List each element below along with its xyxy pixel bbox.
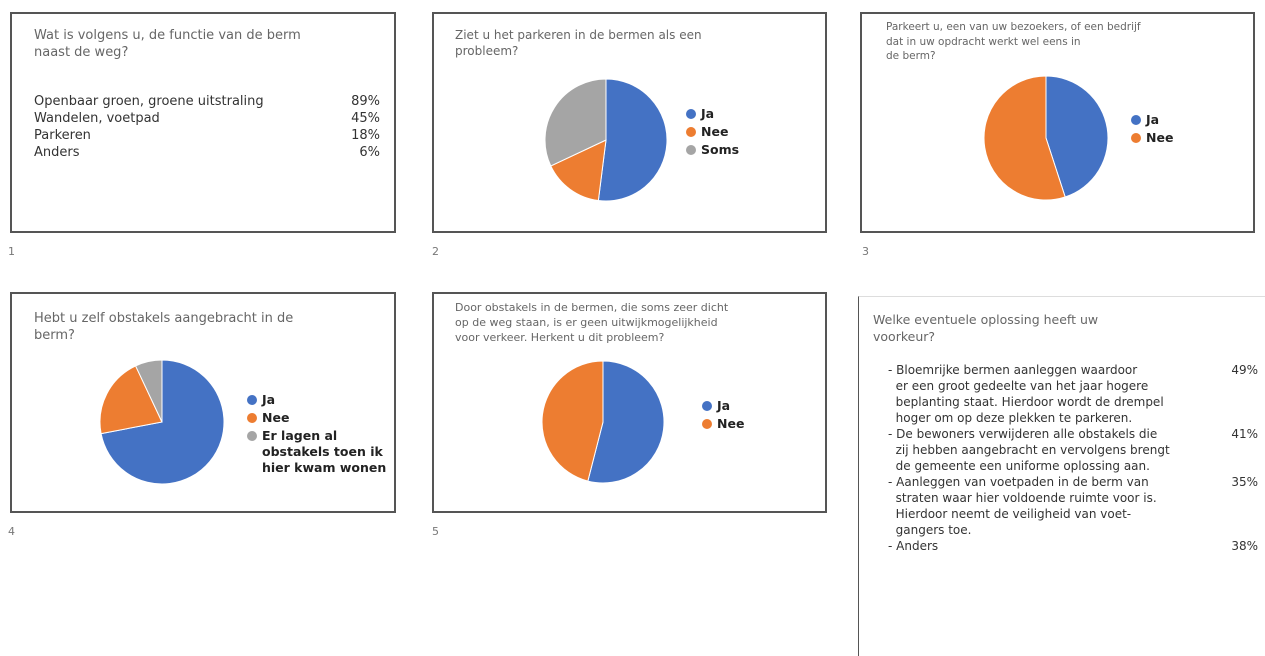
answer-value: 35%	[1231, 475, 1258, 489]
answer-value: 89%	[351, 94, 380, 109]
question: berm?	[34, 328, 75, 343]
question: op de weg staan, is er geen uitwijkmogel…	[455, 316, 718, 329]
legend-label: Ja	[1146, 112, 1160, 127]
answer-value: 41%	[1231, 427, 1258, 441]
question: Ziet u het parkeren in de bermen als een	[455, 28, 702, 42]
slide-number: 2	[432, 245, 439, 258]
question: Parkeert u, een van uw bezoekers, of een…	[886, 21, 1141, 33]
answer-label: Wandelen, voetpad	[34, 111, 160, 126]
slide-number: 5	[432, 525, 439, 538]
answer-text: beplanting staat. Hierdoor wordt de drem…	[888, 395, 1164, 409]
question: Hebt u zelf obstakels aangebracht in de	[34, 311, 294, 326]
legend-label: Ja	[262, 392, 276, 407]
answer-text: Hierdoor neemt de veiligheid van voet-	[888, 507, 1132, 521]
question: Door obstakels in de bermen, die soms ze…	[455, 301, 729, 314]
answer-text: er een groot gedeelte van het jaar hoger…	[888, 379, 1149, 393]
answer-value: 6%	[359, 145, 380, 160]
answer-label: Parkeren	[34, 128, 91, 143]
answer-text: straten waar hier voldoende ruimte voor …	[888, 491, 1157, 505]
legend-label: Soms	[701, 142, 740, 157]
answer-text: - Bloemrijke bermen aanleggen waardoor	[888, 363, 1138, 377]
page: 1 Wat is volgens u, de functie van de ber…	[8, 12, 1265, 656]
legend-swatch	[1131, 133, 1141, 143]
legend-swatch	[702, 419, 712, 429]
legend-swatch	[1131, 115, 1141, 125]
legend-label: Ja	[717, 398, 731, 413]
legend-label: Nee	[262, 410, 290, 425]
answer-value: 49%	[1231, 363, 1258, 377]
slide-thumbnail	[858, 296, 1265, 656]
legend-swatch	[686, 109, 696, 119]
slide-thumbnail	[10, 12, 396, 233]
slide-number: 4	[8, 525, 15, 538]
question: Wat is volgens u, de functie van de berm	[34, 28, 301, 43]
legend-swatch	[686, 127, 696, 137]
legend-label: Nee	[1146, 130, 1174, 145]
question: Welke eventuele oplossing heeft uw	[873, 312, 1099, 327]
answer-text: - De bewoners verwijderen alle obstakels…	[888, 427, 1158, 441]
legend-label: Ja	[701, 106, 715, 121]
answer-text: zij hebben aangebracht en vervolgens bre…	[888, 443, 1170, 457]
answer-text: gangers toe.	[888, 523, 972, 537]
answer-text: de gemeente een uniforme oplossing aan.	[888, 459, 1150, 473]
answer-value: 45%	[351, 111, 380, 126]
legend-swatch	[247, 413, 257, 423]
slide-number: 1	[8, 245, 15, 258]
legend-swatch	[686, 145, 696, 155]
question: probleem?	[455, 44, 519, 58]
question: naast de weg?	[34, 45, 129, 60]
legend-swatch	[247, 431, 257, 441]
answer-label: Openbaar groen, groene uitstraling	[34, 94, 264, 109]
answer-text: hoger om op deze plekken te parkeren.	[888, 411, 1133, 425]
legend-label: Nee	[701, 124, 729, 139]
answer-label: Anders	[34, 145, 80, 160]
legend-swatch	[247, 395, 257, 405]
answer-text: - Anders	[888, 539, 939, 553]
answer-value: 18%	[351, 128, 380, 143]
question: dat in uw opdracht werkt wel eens in	[886, 35, 1081, 48]
answer-value: 38%	[1231, 539, 1258, 553]
answer-text: - Aanleggen van voetpaden in de berm van	[888, 475, 1149, 489]
legend-label: Er lagen al obstakels toen ik hier kwam …	[262, 428, 387, 475]
question: voor verkeer. Herkent u dit probleem?	[455, 331, 665, 344]
legend-swatch	[702, 401, 712, 411]
legend-label: Nee	[717, 416, 745, 431]
slide-number: 3	[862, 245, 869, 258]
question: voorkeur?	[873, 328, 936, 344]
question: de berm?	[886, 50, 936, 62]
